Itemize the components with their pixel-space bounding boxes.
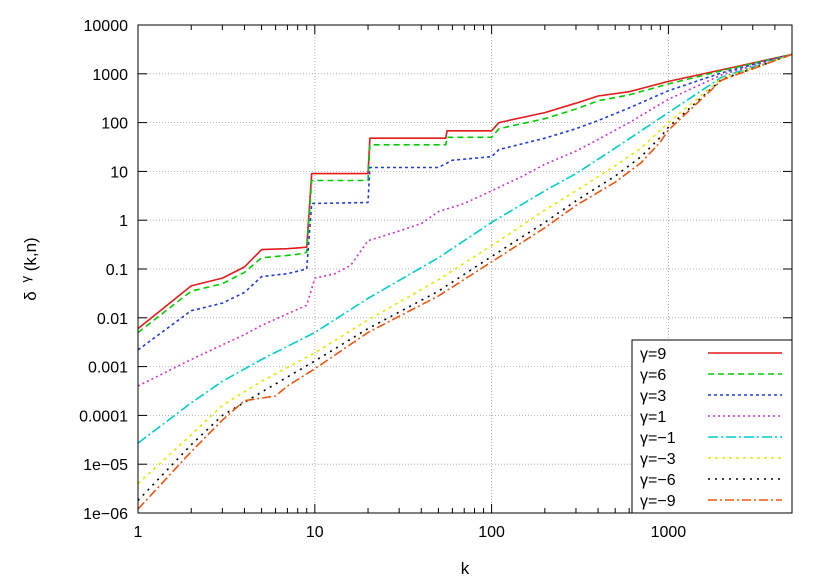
y-tick-label: 100 <box>101 116 128 133</box>
x-tick-label: 1000 <box>651 524 687 541</box>
y-tick-label: 1000 <box>92 67 128 84</box>
y-tick-label: 0.1 <box>106 262 128 279</box>
y-axis-label-sup: γ <box>18 276 33 283</box>
series-line-0 <box>137 53 793 330</box>
legend: γ=9 γ=6 γ=3 γ=1 γ=−1 γ=−3 γ=−6 γ=−9 <box>631 339 793 514</box>
y-tick-label: 10000 <box>84 18 129 35</box>
legend-box <box>631 339 793 514</box>
y-tick-label: 1 <box>119 213 128 230</box>
y-tick-label: 1e−06 <box>83 506 128 523</box>
legend-label-0: γ=9 <box>640 346 666 363</box>
y-tick-label: 1e−05 <box>83 457 128 474</box>
series-line-1 <box>137 53 793 334</box>
x-axis-label: k <box>461 559 470 578</box>
tick-labels: 1 10 100 1000 1e−06 1e−05 0.0001 0.001 0.01 0.1 1 1… <box>79 18 686 541</box>
y-axis-label-base: δ <box>21 291 40 300</box>
y-tick-label: 10 <box>110 164 128 181</box>
grid <box>138 25 792 513</box>
series-line-7 <box>137 53 793 510</box>
legend-label-5: γ=−3 <box>640 451 676 468</box>
y-axis-label-rest: (k,n) <box>21 237 40 271</box>
legend-label-7: γ=−9 <box>640 493 676 510</box>
legend-label-4: γ=−1 <box>640 430 676 447</box>
y-tick-label: 0.0001 <box>79 408 128 425</box>
legend-label-6: γ=−6 <box>640 472 676 489</box>
series-line-5 <box>137 53 793 485</box>
y-tick-label: 0.01 <box>97 311 128 328</box>
y-tick-label: 0.001 <box>88 360 128 377</box>
x-tick-label: 100 <box>478 524 505 541</box>
legend-label-2: γ=3 <box>640 388 666 405</box>
series-lines <box>137 53 793 510</box>
series-line-4 <box>137 53 793 444</box>
y-axis-label: δ γ (k,n) <box>15 237 40 300</box>
x-tick-label: 10 <box>306 524 324 541</box>
legend-label-1: γ=6 <box>640 367 666 384</box>
series-line-2 <box>137 53 793 351</box>
x-tick-label: 1 <box>134 524 143 541</box>
legend-label-3: γ=1 <box>640 409 666 426</box>
